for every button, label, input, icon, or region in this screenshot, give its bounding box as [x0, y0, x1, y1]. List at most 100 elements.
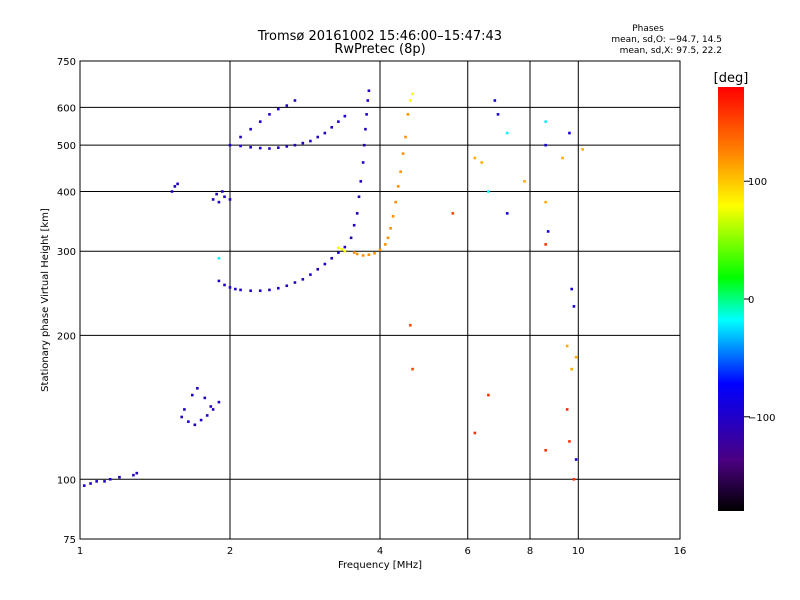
colorbar-tick-label: 100 [748, 177, 767, 188]
colorbar-ticks: 100 0 −100 [744, 177, 775, 424]
data-point [343, 245, 347, 249]
data-point [473, 156, 477, 160]
data-point [340, 247, 343, 251]
data-point [323, 131, 327, 135]
data-point [364, 127, 367, 131]
data-point [574, 458, 578, 461]
data-point [581, 148, 584, 151]
data-point [337, 246, 340, 250]
data-point [337, 251, 340, 254]
data-point [196, 387, 199, 390]
data-point [187, 420, 190, 423]
y-tick-label: 500 [57, 141, 76, 152]
data-point [203, 396, 207, 400]
data-point [572, 305, 576, 308]
data-point [132, 473, 135, 477]
data-point [365, 113, 368, 116]
data-point [396, 185, 400, 188]
data-point [223, 283, 226, 287]
data-point [223, 195, 226, 199]
chart-title: Tromsø 20161002 15:46:00–15:47:43 [257, 29, 502, 44]
phases-info-title: Phases [632, 24, 664, 34]
data-point [411, 92, 414, 96]
data-point [367, 89, 371, 93]
data-point [384, 243, 387, 246]
grid-lines [80, 61, 680, 539]
data-point [249, 127, 252, 131]
data-point [285, 284, 289, 288]
data-point [496, 113, 500, 116]
data-points [82, 89, 584, 487]
data-point [574, 355, 578, 359]
data-point [343, 114, 347, 118]
data-point [355, 212, 359, 215]
data-point [285, 104, 289, 107]
data-point [386, 236, 390, 240]
data-point [352, 251, 356, 254]
data-point [355, 252, 359, 256]
data-point [561, 156, 564, 160]
data-point [309, 139, 312, 143]
data-point [367, 253, 371, 257]
data-point [228, 198, 232, 201]
y-tick-label: 100 [57, 475, 76, 486]
data-point [268, 113, 271, 116]
data-point [389, 227, 392, 230]
x-tick-label: 16 [674, 546, 687, 557]
data-point [361, 161, 365, 164]
data-point [357, 195, 361, 199]
data-point [183, 408, 186, 411]
data-point [220, 190, 224, 193]
data-point [217, 279, 221, 283]
data-point [349, 236, 353, 240]
data-point [293, 99, 297, 102]
phases-info-x: mean, sd,X: 97.5, 22.2 [620, 46, 722, 56]
data-point [316, 135, 320, 139]
data-point [316, 267, 320, 271]
data-point [544, 143, 547, 147]
data-point [330, 125, 334, 129]
data-point [211, 198, 215, 201]
x-tick-label: 10 [572, 546, 585, 557]
y-tick-label: 600 [57, 103, 76, 114]
y-tick-label: 200 [57, 331, 76, 342]
data-point [572, 477, 576, 481]
data-point [565, 408, 569, 411]
data-point [570, 287, 573, 291]
data-point [211, 408, 215, 411]
data-point [544, 243, 547, 246]
data-point [170, 190, 174, 193]
data-point [301, 278, 305, 281]
colorbar-tick-label: 0 [748, 295, 754, 306]
data-point [89, 482, 92, 485]
data-point [544, 200, 547, 204]
data-point [217, 256, 221, 260]
data-point [268, 288, 271, 292]
data-point [352, 223, 356, 227]
x-tick-label: 4 [377, 546, 383, 557]
data-point [199, 418, 203, 422]
data-point [451, 212, 455, 215]
data-point [239, 135, 242, 139]
data-point [228, 143, 232, 147]
data-point [276, 107, 280, 111]
data-point [249, 289, 252, 293]
data-point [193, 423, 197, 427]
x-tick-label: 1 [77, 546, 83, 557]
data-point [135, 471, 139, 475]
y-tick-label: 300 [57, 247, 76, 258]
data-point [276, 146, 280, 149]
data-point [361, 254, 365, 257]
data-point [258, 146, 262, 150]
x-axis-label: Frequency [MHz] [338, 560, 422, 571]
chart-subtitle: RwPretec (8p) [334, 42, 425, 57]
data-point [258, 120, 262, 123]
data-point [570, 367, 573, 371]
data-point [330, 256, 334, 260]
data-point [180, 415, 184, 419]
data-point [394, 200, 397, 204]
colorbar-tick-label: −100 [748, 413, 775, 424]
data-point [173, 185, 177, 188]
data-point [239, 288, 242, 292]
